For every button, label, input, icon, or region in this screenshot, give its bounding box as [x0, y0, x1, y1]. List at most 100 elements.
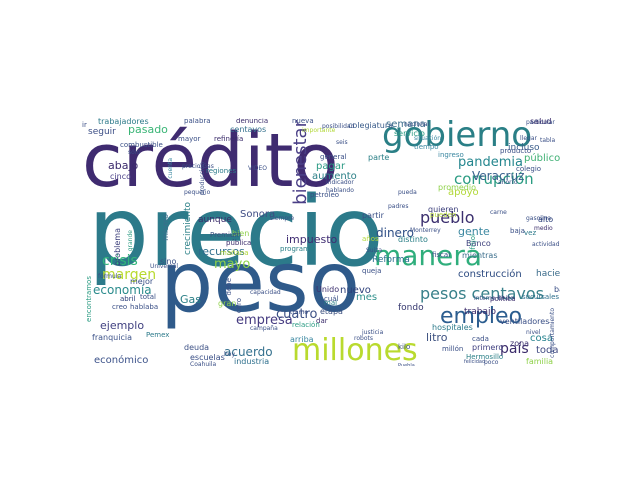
- word-cloud-word: partir: [362, 211, 384, 220]
- word-cloud-word: nueva: [292, 118, 314, 125]
- word-cloud-word: cinco: [110, 172, 131, 181]
- word-cloud-word: sólo: [128, 149, 141, 156]
- word-cloud-word: frijol: [469, 234, 477, 250]
- word-cloud-word: vez: [524, 229, 537, 237]
- word-cloud-word: cosa: [530, 333, 553, 344]
- word-cloud-word: fondo: [398, 303, 424, 313]
- word-cloud-word: queja: [362, 267, 382, 275]
- word-cloud-word: público: [524, 153, 560, 164]
- word-cloud-word: país: [500, 341, 529, 357]
- word-cloud-word: dar: [316, 317, 328, 325]
- word-cloud-word: particular: [526, 119, 555, 126]
- word-cloud-word: ingreso: [438, 151, 464, 159]
- word-cloud-word: relación: [292, 321, 320, 329]
- word-cloud-word: pasado: [128, 123, 168, 136]
- word-cloud-word: gobierno: [382, 118, 533, 155]
- word-cloud-word: centavos: [230, 125, 267, 134]
- word-cloud-word: capacidad: [250, 289, 281, 296]
- word-cloud-word: familia: [526, 357, 554, 366]
- word-cloud-word: tabla: [540, 137, 556, 144]
- word-cloud-word: pequeño: [184, 189, 211, 196]
- word-cloud-word: alto: [538, 215, 554, 224]
- word-cloud-word: debe: [225, 278, 233, 296]
- word-cloud-word: trabajadores: [98, 118, 149, 126]
- word-cloud-word: impuesto: [286, 233, 338, 246]
- word-cloud-word: colegio: [516, 165, 542, 173]
- word-cloud-word: salud: [530, 118, 552, 126]
- word-cloud-word: servicio: [394, 129, 425, 138]
- word-cloud-word: aunque: [198, 215, 232, 225]
- word-cloud-word: mismo: [161, 214, 170, 241]
- word-cloud-word: crisis: [102, 253, 138, 269]
- word-cloud-word: tiempo: [414, 143, 439, 151]
- word-cloud-word: creo: [112, 303, 128, 311]
- word-cloud-word: gasolina: [526, 215, 552, 222]
- word-cloud-word: precio Gas: [182, 163, 214, 170]
- word-cloud-word: problema: [113, 228, 122, 267]
- word-cloud-word: etapa: [320, 307, 343, 316]
- word-cloud-word: grande: [127, 230, 134, 252]
- word-cloud-word: total: [140, 293, 157, 301]
- word-cloud-word: fórmula: [98, 273, 122, 280]
- word-cloud-word: abajo: [108, 159, 139, 172]
- word-cloud-word: manera: [374, 239, 483, 272]
- word-cloud-word: millones: [292, 333, 418, 366]
- word-cloud-word: kilo: [398, 343, 411, 351]
- word-cloud-word: poco: [484, 359, 499, 366]
- word-cloud-word: VIDEO: [248, 165, 268, 172]
- word-cloud-word: tramo: [290, 309, 309, 316]
- word-cloud-word: robots: [354, 335, 373, 342]
- word-cloud-word: padres: [388, 203, 409, 210]
- word-cloud-word: nuevo: [340, 285, 371, 296]
- word-cloud-word: empresa: [236, 313, 293, 328]
- word-cloud-word: Banco: [466, 239, 491, 248]
- word-cloud-word: distinto: [398, 235, 428, 244]
- word-cloud-word: haciendo: [536, 269, 560, 279]
- word-cloud-word: política: [490, 295, 516, 303]
- word-cloud-word: Monterrey: [410, 227, 441, 234]
- word-cloud-word: recursos: [198, 245, 245, 258]
- word-cloud-word: encontramos: [85, 276, 93, 322]
- word-cloud-word: ahorro: [498, 179, 518, 186]
- word-cloud-word: precio: [88, 176, 384, 288]
- word-cloud-word: Coahuila: [190, 361, 217, 367]
- word-cloud-word: importante: [302, 127, 336, 134]
- word-cloud-word: pandemia: [458, 155, 523, 170]
- word-cloud-word: cuál: [324, 295, 339, 303]
- word-cloud-word: bien: [232, 229, 250, 238]
- word-cloud-word: millón: [442, 345, 464, 353]
- word-cloud-word: ir: [82, 121, 87, 129]
- word-cloud-word: pueblo: [420, 208, 475, 227]
- word-cloud-word: Gas: [180, 293, 201, 306]
- word-cloud-word: base: [554, 285, 560, 294]
- word-cloud-word: pagar: [316, 161, 346, 172]
- word-cloud-word: campaña: [250, 325, 278, 332]
- word-cloud-word: peso: [160, 233, 361, 331]
- word-cloud-word: pesos centavos: [420, 284, 544, 303]
- word-cloud-word: escuelas: [190, 353, 225, 362]
- word-cloud-word: quieren: [428, 205, 459, 214]
- word-cloud-word: Sonora: [240, 209, 276, 220]
- word-cloud-word: sucursales: [522, 293, 560, 301]
- word-cloud-word: cada: [472, 335, 489, 343]
- word-cloud-word: llegar: [520, 135, 537, 142]
- word-cloud-word: seis: [336, 139, 348, 146]
- word-cloud-word: seguir: [88, 127, 116, 137]
- word-cloud-word: palabra: [184, 118, 211, 125]
- word-cloud-word: Puebla: [398, 363, 415, 367]
- word-cloud-word: ejemplo: [100, 319, 145, 332]
- word-cloud-word: siempre: [270, 215, 295, 222]
- word-cloud-word: construcción: [458, 269, 522, 280]
- word-cloud-word: regiones: [206, 167, 237, 175]
- word-cloud-word: franquicia: [92, 333, 132, 342]
- word-cloud-word: industria: [234, 357, 270, 366]
- word-cloud-word: gran: [218, 299, 237, 308]
- word-cloud-word: hablaba: [130, 303, 159, 311]
- word-cloud-word: mayo: [214, 257, 251, 272]
- word-cloud-word: Suiza: [366, 247, 383, 254]
- word-cloud-word: corrupción: [454, 170, 534, 188]
- word-cloud-word: años: [362, 235, 379, 243]
- word-cloud-word: toda: [536, 345, 559, 356]
- word-cloud-word: primero: [472, 343, 504, 352]
- word-cloud-word: gente: [458, 225, 490, 238]
